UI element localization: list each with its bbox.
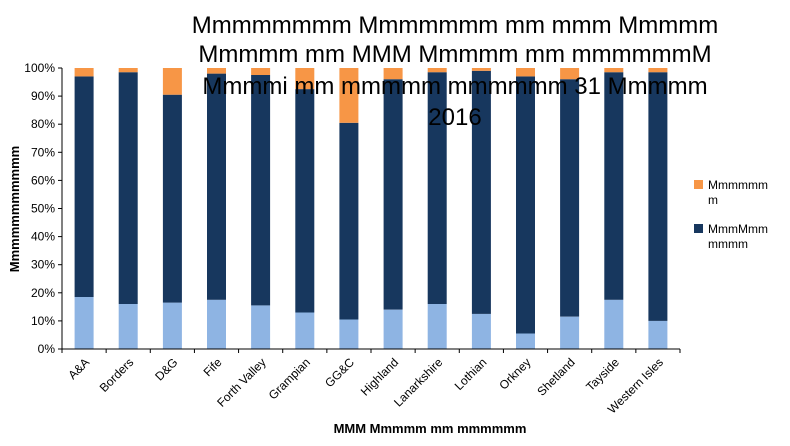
legend: Mmmmmm m MmmMmm mmmm: [694, 178, 768, 251]
bar-segment-highland-s2: [383, 79, 403, 310]
bar-segment-highland-s1: [383, 309, 403, 349]
bar-segment-tayside-s2: [604, 72, 624, 300]
chart-title-line-1: Mmmmmmmm Mmmmmmm mm mmm Mmmmm: [192, 12, 718, 39]
bar-segment-orkney-s3: [516, 68, 535, 77]
bar-segment-gg-c-s2: [339, 122, 359, 320]
legend-label-mmmmmm-mmmm: MmmMmm mmmm: [708, 222, 768, 251]
bar-segment-shetland-s3: [560, 68, 580, 80]
bar-segment-borders-s3: [118, 68, 138, 73]
y-tick-label: 90%: [31, 89, 55, 103]
bar-segment-fife-s3: [207, 68, 226, 74]
x-axis-title: MMM Mmmmm mm mmmmmm: [334, 421, 527, 436]
bar-segment-forth-valley-s2: [251, 75, 271, 306]
bar-segment-orkney-s2: [516, 76, 535, 334]
y-tick-label: 80%: [31, 117, 55, 131]
x-tick-label-tayside: Tayside: [583, 355, 622, 394]
legend-label-mmmmmm-m-line2: m: [708, 193, 718, 207]
y-ticks: 0% 10% 20% 30% 40% 50% 60% 70% 80% 90% 100%: [24, 61, 62, 356]
bar-segment-lanarkshire-s3: [427, 68, 447, 73]
bar-segment-lanarkshire-s2: [427, 72, 447, 304]
bar-segment-orkney-s1: [516, 333, 535, 349]
bar-segment-a-a-s3: [74, 68, 94, 77]
x-tick-label-shetland: Shetland: [534, 355, 577, 398]
bar-segment-tayside-s3: [604, 68, 624, 73]
y-tick-label: 50%: [31, 202, 55, 216]
bar-segment-lanarkshire-s1: [427, 304, 447, 349]
bar-segment-gg-c-s3: [339, 68, 359, 123]
x-tick-label-lothian: Lothian: [452, 355, 490, 393]
legend-label-mmmmmm-mmmm-line2: mmmm: [708, 237, 748, 251]
legend-label-mmmmmm-mmmm-line1: MmmMmm: [708, 222, 768, 236]
y-tick-label: 40%: [31, 230, 55, 244]
axes-layer: [61, 68, 680, 350]
bar-segment-western-isles-s1: [648, 320, 668, 349]
x-tick-label-highland: Highland: [358, 355, 401, 398]
y-tick-label: 100%: [24, 61, 55, 75]
chart-title-line-2: Mmmmm mm MMM Mmmmm mm mmmmmmM: [198, 41, 711, 68]
legend-swatch-mmmmmm-m: [694, 180, 703, 189]
x-tick-label-orkney: Orkney: [496, 355, 533, 392]
bar-segment-fife-s2: [207, 73, 226, 300]
bar-segment-forth-valley-s3: [251, 68, 271, 75]
legend-swatch-mmmmmm-mmmm: [694, 224, 703, 233]
bar-segment-shetland-s1: [560, 316, 580, 349]
bar-segment-forth-valley-s1: [251, 305, 271, 349]
x-tick-label-fife: Fife: [201, 355, 225, 379]
bar-segment-fife-s1: [207, 299, 226, 349]
y-tick-label: 30%: [31, 258, 55, 272]
bar-segment-gg-c-s1: [339, 319, 359, 349]
bar-segment-highland-s3: [383, 68, 403, 80]
bar-segment-borders-s2: [118, 72, 138, 304]
y-axis-title: Mmmmmmmmmmm: [7, 146, 22, 272]
y-tick-label: 10%: [31, 314, 55, 328]
bar-segment-lothian-s3: [471, 68, 491, 71]
legend-label-mmmmmm-m-line1: Mmmmmm: [708, 178, 768, 192]
bar-segment-grampian-s3: [295, 68, 315, 90]
bar-segment-lothian-s2: [471, 70, 491, 314]
chart-title-line-4: 2016: [428, 104, 481, 131]
x-tick-label-a-a: A&A: [65, 355, 92, 382]
y-tick-label: 0%: [38, 342, 56, 356]
x-tick-label-grampian: Grampian: [266, 355, 313, 402]
bar-segment-western-isles-s2: [648, 72, 668, 321]
legend-label-mmmmmm-m: Mmmmmm m: [708, 178, 768, 207]
bar-segment-western-isles-s3: [648, 68, 668, 73]
bar-segment-a-a-s1: [74, 297, 94, 349]
bars-layer: [74, 68, 668, 349]
y-tick-label: 60%: [31, 173, 55, 187]
bar-segment-borders-s1: [118, 304, 138, 349]
bar-segment-a-a-s2: [74, 76, 94, 298]
bar-segment-d-g-s2: [162, 94, 182, 303]
chart-title: Mmmmmmmm Mmmmmmm mm mmm Mmmmm Mmmmm mm M…: [192, 12, 718, 131]
y-tick-label: 20%: [31, 286, 55, 300]
bar-segment-lothian-s1: [471, 313, 491, 349]
x-tick-label-borders: Borders: [97, 355, 137, 395]
x-tick-label-lanarkshire: Lanarkshire: [391, 355, 445, 409]
x-tick-label-gg-c: GG&C: [322, 355, 357, 390]
bar-segment-grampian-s2: [295, 89, 315, 313]
bar-segment-d-g-s1: [162, 302, 182, 349]
bar-segment-grampian-s1: [295, 312, 315, 349]
x-tick-label-d-g: D&G: [152, 355, 180, 383]
chart-title-line-3: Mmmmi mm mmmmm mmmmmm 31 Mmmmm: [202, 73, 707, 100]
bar-segment-d-g-s3: [162, 68, 182, 95]
bar-segment-tayside-s1: [604, 299, 624, 349]
y-tick-label: 70%: [31, 145, 55, 159]
bar-segment-shetland-s2: [560, 79, 580, 317]
